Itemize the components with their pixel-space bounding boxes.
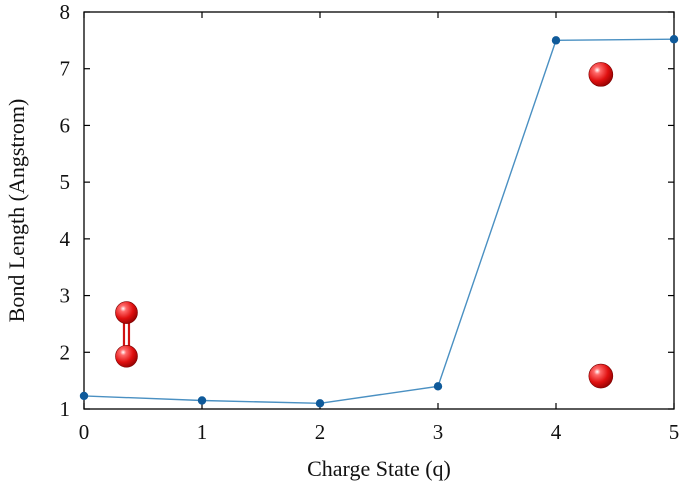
data-point [669, 35, 679, 44]
y-tick-label: 7 [60, 57, 71, 81]
separated-atom-icon [588, 363, 614, 389]
x-tick-label: 5 [669, 420, 680, 444]
y-tick-label: 3 [60, 284, 71, 308]
x-tick-label: 0 [79, 420, 90, 444]
data-point [197, 396, 207, 405]
data-point [433, 382, 443, 391]
x-tick-label: 4 [551, 420, 562, 444]
plot-frame [83, 11, 675, 410]
data-point [79, 391, 89, 401]
y-axis-label: Bond Length (Angstrom) [4, 99, 29, 323]
y-tick-label: 6 [60, 113, 71, 137]
x-tick-label: 2 [315, 420, 326, 444]
x-axis-label: Charge State (q) [307, 456, 451, 481]
y-tick-label: 4 [60, 227, 71, 251]
separated-atom-icon [588, 62, 614, 87]
y-tick-label: 8 [60, 0, 71, 24]
bonded-atom-icon [115, 301, 138, 324]
x-tick-label: 1 [197, 420, 208, 444]
y-tick-label: 2 [60, 340, 71, 364]
x-tick-label: 3 [433, 420, 444, 444]
y-tick-label: 1 [60, 397, 71, 421]
data-point [315, 399, 325, 408]
y-tick-label: 5 [60, 170, 71, 194]
data-point [551, 36, 561, 45]
series-line [83, 38, 675, 405]
bonded-atom-icon [115, 344, 138, 368]
